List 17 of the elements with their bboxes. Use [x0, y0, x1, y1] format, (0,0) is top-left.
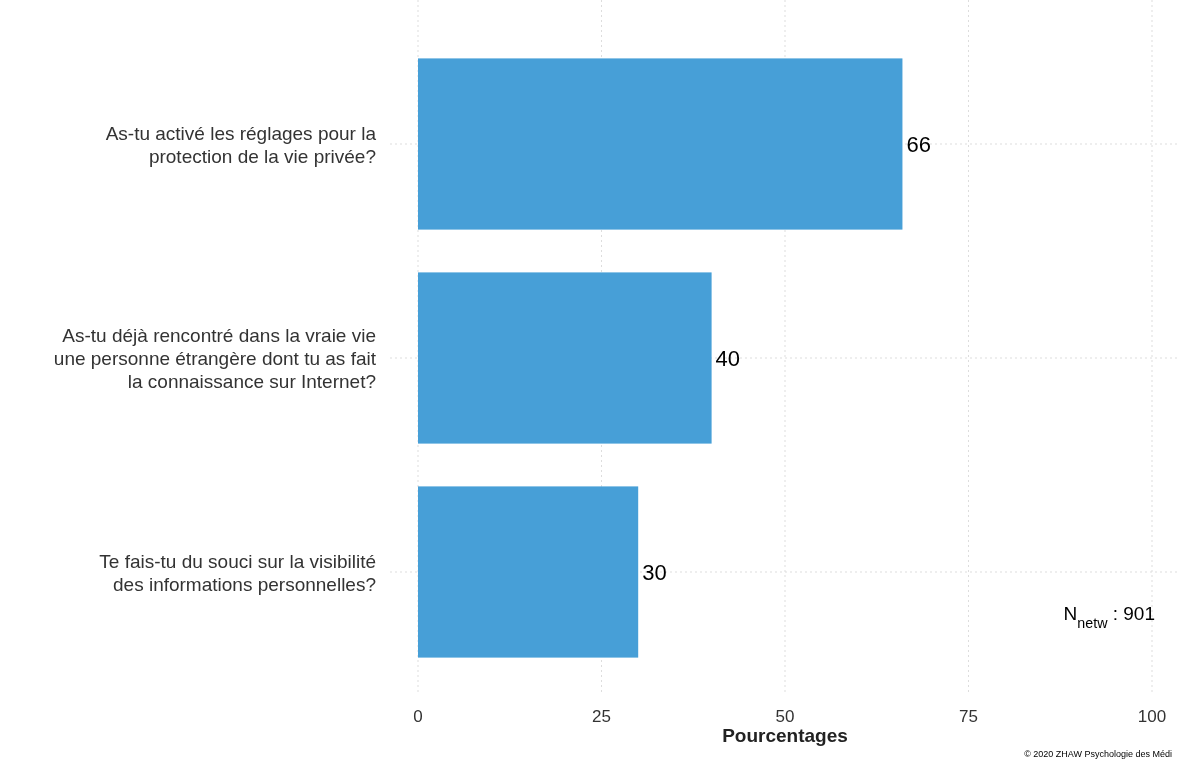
annotation: N$_{netw}$ : 901: [1063, 603, 1155, 631]
x-tick-label: 75: [959, 707, 978, 726]
bar: [418, 486, 639, 658]
y-tick-label: As-tu déjà rencontré dans la vraie vie une personne étrangère dont tu as fait la connaissance sur Internet?: [53, 325, 377, 392]
x-tick-label: 25: [592, 707, 611, 726]
data-label: 66: [906, 131, 931, 157]
x-tick-label: 100: [1137, 707, 1167, 726]
x-axis-title: Pourcentages: [722, 725, 848, 746]
y-tick-label: Te fais-tu du souci sur la visibilité des informations personnelles?: [99, 550, 376, 595]
text: © 2020 ZHAW Psychologie des Médi: [1024, 749, 1172, 759]
bar: [418, 58, 903, 230]
y-tick-label: As-tu activé les réglages pour la protection de la vie privée?: [105, 122, 377, 167]
bar: [418, 272, 712, 444]
x-tick-label: 0: [413, 707, 423, 726]
data-label: 30: [642, 559, 667, 585]
x-tick-label: 50: [775, 707, 795, 726]
data-label: 40: [715, 345, 741, 371]
